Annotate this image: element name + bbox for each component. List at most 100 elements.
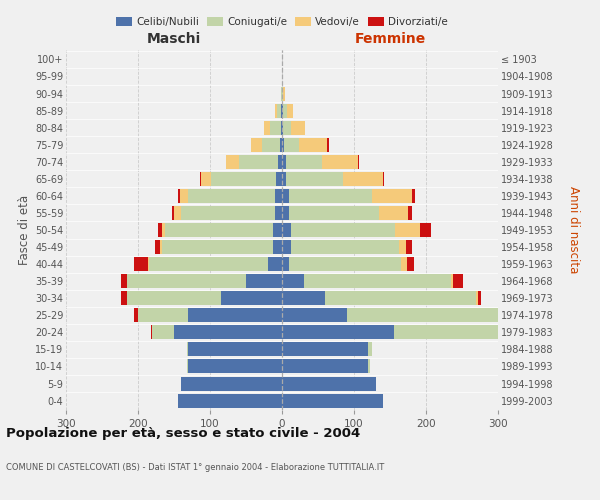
Bar [178,189,180,203]
Y-axis label: Fasce di età: Fasce di età [17,195,31,265]
Bar [188,360,282,374]
Bar [395,223,420,237]
Bar [172,206,174,220]
Bar [181,376,282,390]
Text: Maschi: Maschi [147,32,201,46]
Bar [282,257,289,271]
Bar [152,326,174,340]
Bar [121,274,127,288]
Bar [251,138,262,151]
Bar [180,189,188,203]
Bar [538,326,539,340]
Bar [394,326,538,340]
Bar [162,223,166,237]
Bar [539,326,541,340]
Bar [499,308,503,322]
Bar [160,240,162,254]
Bar [282,172,286,186]
Bar [289,257,401,271]
Bar [278,155,282,168]
Bar [358,155,359,168]
Bar [264,120,270,134]
Bar [289,206,379,220]
Bar [282,189,289,203]
Bar [498,308,499,322]
Bar [148,257,149,271]
Bar [178,394,282,407]
Bar [282,120,283,134]
Bar [162,240,274,254]
Bar [406,240,412,254]
Bar [275,206,282,220]
Y-axis label: Anni di nascita: Anni di nascita [568,186,580,274]
Bar [401,257,407,271]
Bar [290,223,395,237]
Bar [187,360,188,374]
Bar [221,292,282,305]
Bar [408,206,412,220]
Bar [282,223,290,237]
Bar [282,342,368,356]
Bar [262,138,280,151]
Bar [282,138,284,151]
Bar [368,342,372,356]
Bar [304,274,451,288]
Bar [274,240,282,254]
Bar [277,104,281,118]
Bar [174,326,282,340]
Bar [282,240,290,254]
Bar [282,326,394,340]
Bar [174,206,181,220]
Bar [270,120,281,134]
Bar [282,394,383,407]
Bar [181,206,275,220]
Bar [476,292,478,305]
Bar [275,104,277,118]
Legend: Celibi/Nubili, Coniugati/e, Vedovi/e, Divorziati/e: Celibi/Nubili, Coniugati/e, Vedovi/e, Di… [112,12,452,32]
Text: Femmine: Femmine [355,32,425,46]
Bar [246,274,282,288]
Bar [281,86,282,101]
Bar [134,308,138,322]
Bar [226,155,239,168]
Text: COMUNE DI CASTELCOVATI (BS) - Dati ISTAT 1° gennaio 2004 - Elaborazione TUTTITAL: COMUNE DI CASTELCOVATI (BS) - Dati ISTAT… [6,462,384,471]
Bar [451,274,452,288]
Text: Popolazione per età, sesso e stato civile - 2004: Popolazione per età, sesso e stato civil… [6,428,360,440]
Bar [138,308,188,322]
Bar [274,223,282,237]
Bar [368,360,370,374]
Bar [325,292,476,305]
Bar [282,376,376,390]
Bar [281,104,282,118]
Bar [280,138,282,151]
Bar [187,342,188,356]
Bar [282,292,325,305]
Bar [268,257,282,271]
Bar [155,240,160,254]
Bar [299,138,328,151]
Bar [283,120,290,134]
Bar [282,155,286,168]
Bar [282,308,347,322]
Bar [200,172,211,186]
Bar [412,189,415,203]
Bar [282,206,289,220]
Bar [282,86,283,101]
Bar [282,360,368,374]
Bar [134,257,148,271]
Bar [287,104,293,118]
Bar [149,257,268,271]
Bar [452,274,463,288]
Bar [347,308,498,322]
Bar [188,342,282,356]
Bar [328,138,329,151]
Bar [151,326,152,340]
Bar [343,172,383,186]
Bar [379,206,408,220]
Bar [188,308,282,322]
Bar [290,120,305,134]
Bar [188,189,275,203]
Bar [322,155,358,168]
Bar [166,223,274,237]
Bar [281,120,282,134]
